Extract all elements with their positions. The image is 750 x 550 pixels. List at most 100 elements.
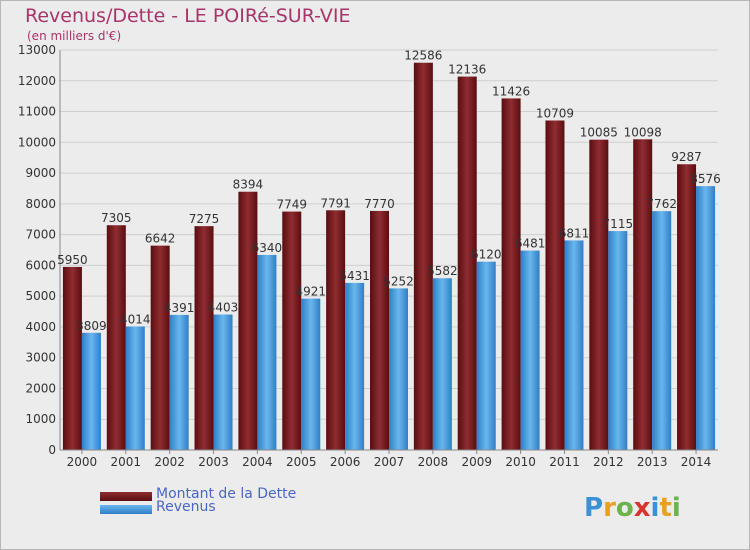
x-tick-label: 2011 (549, 455, 580, 469)
data-label: 4014 (120, 312, 151, 326)
data-label: 7762 (646, 197, 677, 211)
bar-dette (194, 226, 214, 450)
y-axis-ticks: 0 1000 2000 3000 4000 5000 6000 7000 8000 9000 100… (18, 43, 56, 457)
x-tick-label: 2005 (286, 455, 317, 469)
data-label: 10098 (624, 125, 662, 139)
data-label: 7749 (276, 198, 307, 212)
bar-revenus (652, 211, 672, 450)
bar-revenus (696, 186, 716, 450)
chart-subtitle: (en milliers d'€) (27, 29, 122, 43)
x-tick-label: 2006 (330, 455, 361, 469)
y-tick-label: 9000 (25, 166, 56, 180)
data-label: 6340 (252, 241, 283, 255)
chart-title: Revenus/Dette - LE POIRé-SUR-VIE (25, 5, 351, 27)
x-tick-label: 2004 (242, 455, 273, 469)
bar-dette (545, 120, 565, 450)
x-axis-ticks: 2000 2001 2002 2003 2004 2005 2006 2007 2008 2009… (67, 450, 712, 469)
bar-revenus (213, 314, 233, 450)
y-tick-label: 3000 (25, 351, 56, 365)
x-tick-label: 2009 (461, 455, 492, 469)
data-label: 4391 (164, 301, 195, 315)
x-tick-label: 2008 (418, 455, 449, 469)
legend-label-dette: Montant de la Dette (156, 486, 297, 502)
data-label: 12586 (404, 49, 442, 63)
y-tick-label: 11000 (18, 105, 56, 119)
data-label: 10085 (580, 126, 618, 140)
bar-revenus (257, 254, 277, 450)
data-labels: 5950 3809 7305 4014 6642 4391 7275 4403 8394 6340… (57, 49, 721, 333)
data-label: 7305 (101, 211, 132, 225)
bar-revenus (301, 298, 321, 450)
data-label: 4921 (295, 285, 326, 299)
data-label: 9287 (671, 150, 702, 164)
legend-label-revenus: Revenus (156, 499, 216, 515)
x-tick-label: 2007 (374, 455, 405, 469)
bar-revenus (81, 332, 101, 450)
legend-swatch-dette (100, 492, 152, 501)
legend-swatch-revenus (100, 505, 152, 514)
x-tick-label: 2000 (67, 455, 98, 469)
bar-revenus (345, 282, 365, 450)
data-label: 12136 (448, 63, 486, 77)
bar-revenus (432, 278, 452, 450)
proxiti-logo: Proxiti (584, 493, 681, 523)
x-tick-label: 2003 (198, 455, 229, 469)
data-label: 8394 (233, 178, 264, 192)
bar-revenus (564, 240, 584, 450)
bar-dette (633, 139, 653, 451)
bar-dette (282, 211, 302, 450)
data-label: 6642 (145, 232, 176, 246)
x-tick-label: 2002 (154, 455, 185, 469)
bar-dette (677, 164, 697, 450)
bars (62, 62, 716, 451)
bar-dette (413, 62, 433, 450)
bar-dette (106, 225, 126, 450)
bar-dette (589, 139, 609, 450)
bar-dette (150, 245, 170, 450)
x-tick-label: 2014 (681, 455, 712, 469)
bar-revenus (169, 314, 189, 450)
y-tick-label: 12000 (18, 74, 56, 88)
data-label: 6481 (515, 237, 546, 251)
data-label: 7770 (364, 197, 395, 211)
data-label: 4403 (208, 301, 239, 315)
bar-dette (370, 210, 389, 450)
y-tick-label: 5000 (25, 289, 56, 303)
data-label: 7791 (320, 196, 351, 210)
y-tick-label: 1000 (25, 412, 56, 426)
y-tick-label: 8000 (25, 197, 56, 211)
data-label: 5252 (383, 274, 414, 288)
data-label: 6811 (559, 226, 590, 240)
y-tick-label: 13000 (18, 43, 56, 57)
y-tick-label: 0 (48, 443, 56, 457)
y-tick-label: 4000 (25, 320, 56, 334)
bar-revenus (389, 288, 408, 450)
bar-revenus (608, 231, 628, 450)
bar-revenus (520, 250, 540, 450)
x-tick-label: 2001 (111, 455, 142, 469)
data-label: 3809 (76, 319, 107, 333)
data-label: 10709 (536, 106, 574, 120)
bar-revenus (125, 326, 145, 450)
y-tick-label: 7000 (25, 228, 56, 242)
data-label: 7115 (603, 217, 634, 231)
bar-dette (238, 191, 258, 450)
x-tick-label: 2012 (593, 455, 624, 469)
y-tick-label: 6000 (25, 258, 56, 272)
x-tick-label: 2013 (637, 455, 668, 469)
data-label: 5582 (427, 264, 458, 278)
x-tick-label: 2010 (505, 455, 536, 469)
bar-dette (457, 76, 477, 450)
bar-dette (326, 210, 346, 450)
bar-dette (62, 266, 82, 450)
svg-text:Proxiti: Proxiti (584, 493, 681, 523)
data-label: 5950 (57, 253, 88, 267)
data-label: 7275 (189, 212, 220, 226)
y-tick-label: 2000 (25, 381, 56, 395)
bar-revenus (476, 261, 496, 450)
bar-dette (501, 98, 521, 450)
data-label: 11426 (492, 84, 530, 98)
data-label: 6120 (471, 248, 502, 262)
data-label: 8576 (690, 172, 721, 186)
